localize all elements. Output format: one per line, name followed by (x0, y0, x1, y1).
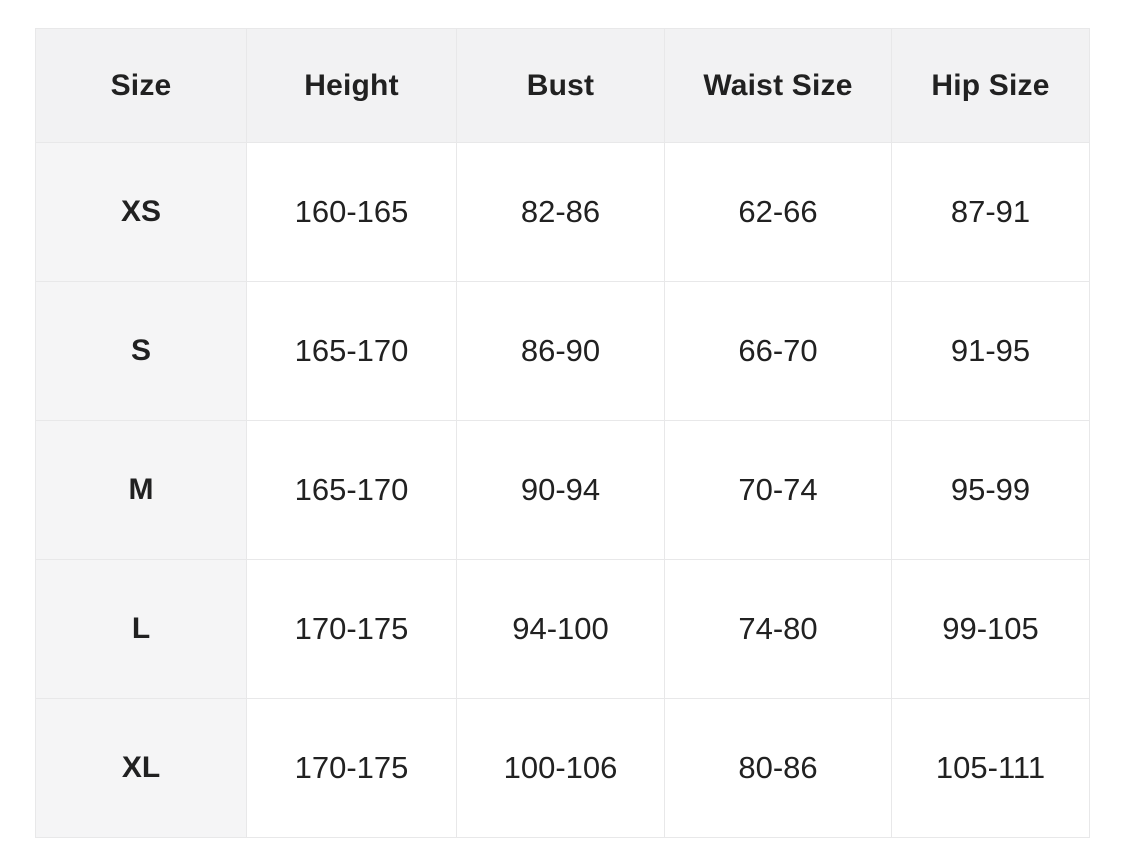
cell-xl-hip: 105-111 (891, 698, 1090, 838)
cell-xs-bust: 82-86 (456, 142, 665, 282)
cell-s-bust: 86-90 (456, 281, 665, 421)
cell-m-waist: 70-74 (664, 420, 892, 560)
column-header-bust: Bust (456, 28, 665, 143)
cell-l-hip: 99-105 (891, 559, 1090, 699)
column-header-waist-size: Waist Size (664, 28, 892, 143)
row-label-xs: XS (35, 142, 247, 282)
cell-l-height: 170-175 (246, 559, 457, 699)
table-row-m: M 165-170 90-94 70-74 95-99 (35, 420, 1090, 560)
cell-m-bust: 90-94 (456, 420, 665, 560)
cell-s-hip: 91-95 (891, 281, 1090, 421)
table-row-xl: XL 170-175 100-106 80-86 105-111 (35, 698, 1090, 838)
cell-xl-height: 170-175 (246, 698, 457, 838)
cell-xl-waist: 80-86 (664, 698, 892, 838)
cell-l-waist: 74-80 (664, 559, 892, 699)
table-row-xs: XS 160-165 82-86 62-66 87-91 (35, 142, 1090, 282)
column-header-hip-size: Hip Size (891, 28, 1090, 143)
cell-l-bust: 94-100 (456, 559, 665, 699)
column-header-size: Size (35, 28, 247, 143)
cell-m-height: 165-170 (246, 420, 457, 560)
row-label-m: M (35, 420, 247, 560)
cell-m-hip: 95-99 (891, 420, 1090, 560)
cell-xs-height: 160-165 (246, 142, 457, 282)
cell-xs-waist: 62-66 (664, 142, 892, 282)
size-chart-table: Size Height Bust Waist Size Hip Size XS … (35, 28, 1090, 838)
cell-xl-bust: 100-106 (456, 698, 665, 838)
row-label-s: S (35, 281, 247, 421)
table-row-s: S 165-170 86-90 66-70 91-95 (35, 281, 1090, 421)
row-label-l: L (35, 559, 247, 699)
cell-s-waist: 66-70 (664, 281, 892, 421)
cell-xs-hip: 87-91 (891, 142, 1090, 282)
row-label-xl: XL (35, 698, 247, 838)
table-header-row: Size Height Bust Waist Size Hip Size (35, 28, 1090, 143)
cell-s-height: 165-170 (246, 281, 457, 421)
table-row-l: L 170-175 94-100 74-80 99-105 (35, 559, 1090, 699)
column-header-height: Height (246, 28, 457, 143)
